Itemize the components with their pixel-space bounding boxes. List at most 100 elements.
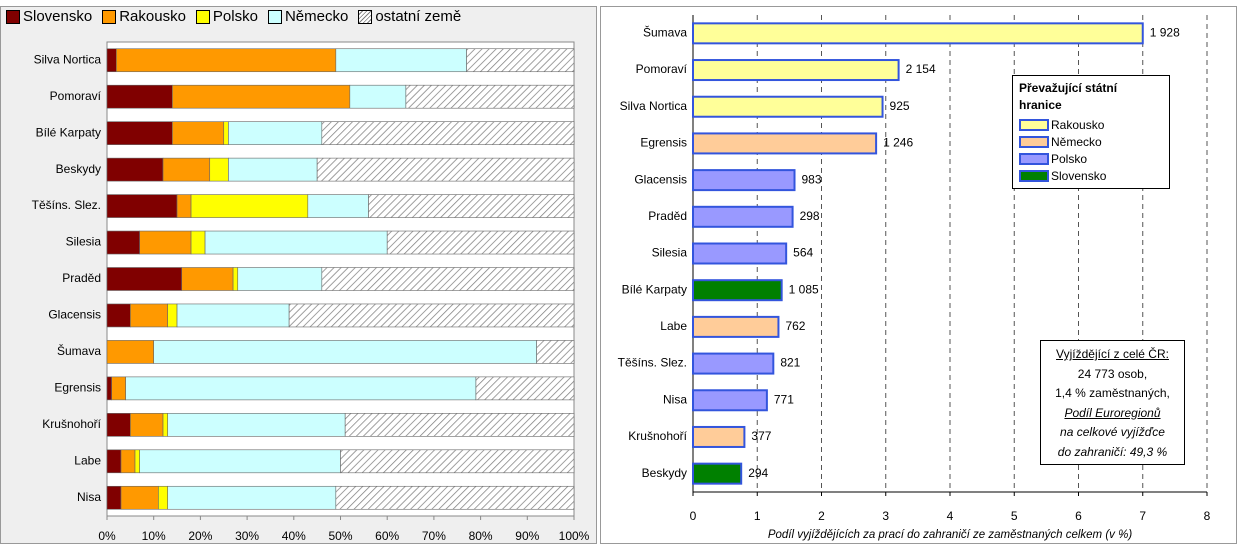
- y-tick-label: Silesia: [66, 235, 102, 249]
- y-tick-label: Egrensis: [640, 136, 687, 150]
- bar-segment: [228, 121, 323, 145]
- y-tick-label: Labe: [74, 453, 101, 467]
- legend-swatch: [6, 9, 20, 24]
- bar-segment: [307, 194, 369, 218]
- y-tick-label: Praděd: [62, 271, 101, 285]
- bar: [692, 242, 788, 265]
- y-tick-label: Labe: [660, 319, 687, 333]
- bar-segment: [134, 449, 140, 474]
- legend-item: Rakousko: [102, 8, 186, 25]
- x-tick-label: 1: [754, 509, 761, 523]
- bar-segment: [139, 449, 341, 474]
- y-tick-label: Glacensis: [48, 308, 101, 322]
- x-tick-label: 7: [1139, 509, 1146, 523]
- bar-segment: [130, 413, 164, 437]
- bar-segment: [106, 376, 112, 401]
- bar-segment: [190, 194, 309, 218]
- y-tick-label: Krušnohoří: [628, 429, 687, 443]
- bar-segment: [167, 485, 337, 510]
- x-tick-label: 50%: [328, 529, 352, 543]
- bar: [692, 22, 1144, 45]
- legend-item: Slovensko: [1019, 167, 1163, 184]
- bar-segment: [153, 340, 537, 364]
- y-tick-label: Silesia: [652, 246, 688, 260]
- bar-segment: [120, 449, 136, 474]
- bar-segment: [106, 48, 117, 73]
- bar-segment: [116, 48, 337, 73]
- note-line: Vyjíždějící z celé ČR:: [1056, 347, 1169, 361]
- bar-segment: [344, 413, 575, 437]
- note-line: 24 773 osob,: [1077, 366, 1148, 381]
- x-tick-label: 0%: [98, 529, 116, 543]
- bar-segment: [167, 303, 178, 328]
- bar-segment: [321, 121, 575, 145]
- bar-segment: [335, 485, 575, 510]
- legend-swatch: [195, 9, 210, 24]
- legend-label: ostatní země: [375, 8, 462, 25]
- bar-label: 377: [751, 429, 771, 443]
- bar-segment: [167, 413, 346, 437]
- x-tick-label: 8: [1204, 509, 1211, 523]
- bar: [692, 389, 768, 412]
- bar-segment: [158, 485, 169, 510]
- bar-segment: [321, 267, 575, 291]
- bar-segment: [111, 376, 126, 401]
- bar-segment: [130, 303, 169, 328]
- bar-segment: [106, 157, 164, 182]
- y-tick-label: Praděd: [648, 209, 687, 223]
- bar-segment: [316, 157, 575, 182]
- legend-label: Rakousko: [119, 8, 186, 25]
- x-tick-label: 60%: [375, 529, 399, 543]
- bar-segment: [223, 121, 229, 145]
- bar-segment: [172, 84, 351, 109]
- legend-swatch: [102, 9, 117, 24]
- legend-swatch: [1019, 135, 1049, 148]
- bar: [692, 59, 900, 82]
- x-tick-label: 2: [818, 509, 825, 523]
- bar-segment: [176, 303, 290, 328]
- bar-segment: [106, 267, 183, 291]
- x-axis-label: Podíl vyjíždějících za prací do zahranič…: [768, 529, 1132, 541]
- bar: [692, 352, 775, 375]
- y-tick-label: Glacensis: [634, 172, 687, 186]
- note-box: Vyjíždějící z celé ČR: 24 773 osob, 1,4 % …: [1040, 340, 1185, 465]
- note-line: Podíl Euroregionů: [1064, 405, 1161, 420]
- bar-label: 564: [793, 246, 813, 260]
- bar-label: 762: [785, 319, 805, 333]
- y-tick-label: Silva Nortica: [34, 52, 102, 66]
- bar: [692, 425, 746, 448]
- bar-label: 298: [800, 209, 820, 223]
- legend: Slovensko Rakousko Polsko Německo ostatní ze…: [6, 8, 461, 25]
- y-tick-label: Pomoraví: [50, 89, 102, 103]
- bar-segment: [106, 485, 122, 510]
- bar-label: 294: [748, 466, 768, 480]
- x-tick-label: 3: [882, 509, 889, 523]
- bar: [692, 462, 743, 485]
- bar-segment: [162, 157, 211, 182]
- bar-segment: [204, 230, 388, 255]
- bar-label: 821: [780, 356, 800, 370]
- y-tick-label: Silva Nortica: [620, 99, 688, 113]
- bar-segment: [106, 449, 122, 474]
- y-tick-label: Krušnohoří: [42, 417, 101, 431]
- bar-segment: [162, 413, 169, 437]
- legend-swatch: [358, 9, 373, 24]
- x-tick-label: 4: [947, 509, 954, 523]
- x-tick-label: 10%: [142, 529, 166, 543]
- bar-segment: [190, 230, 206, 255]
- bar-segment: [106, 340, 155, 364]
- bar-label: 1 085: [789, 282, 819, 296]
- bar-segment: [106, 121, 173, 145]
- y-tick-label: Těšíns. Slez.: [618, 356, 687, 370]
- y-tick-label: Těšíns. Slez.: [32, 198, 101, 212]
- bar: [692, 169, 796, 192]
- legend-item: Rakousko: [1019, 116, 1163, 133]
- legend-swatch: [1019, 152, 1049, 165]
- bar-segment: [139, 230, 192, 255]
- bar: [692, 205, 794, 228]
- bar-label: 1 246: [883, 136, 913, 150]
- bar-segment: [172, 121, 225, 145]
- x-tick-label: 5: [1011, 509, 1018, 523]
- bar-segment: [232, 267, 239, 291]
